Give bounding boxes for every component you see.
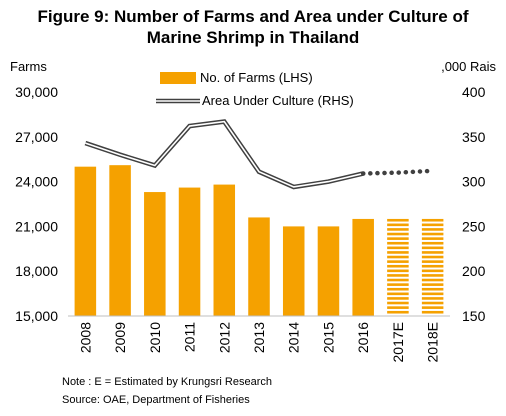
bar-stripe <box>387 218 409 222</box>
right-tick-label: 300 <box>462 174 486 190</box>
left-tick-label: 21,000 <box>15 218 58 234</box>
bar-stripe <box>421 255 444 259</box>
legend-swatch-farms <box>160 72 196 84</box>
right-tick-label: 350 <box>462 129 486 145</box>
bar-stripe <box>387 292 409 296</box>
right-tick-labels: 150 200 250 300 350 400 <box>462 84 486 324</box>
bar-stripe <box>387 246 409 250</box>
bar-stripe <box>387 223 409 227</box>
left-axis-label: Farms <box>10 59 47 74</box>
bar-farms-2009 <box>109 165 131 316</box>
bar-farms-2012 <box>213 184 236 316</box>
x-tick-label: 2013 <box>251 322 267 353</box>
area-line-group <box>84 119 435 190</box>
bar-stripe <box>421 228 444 231</box>
bar-stripe <box>387 241 409 245</box>
x-tick-label: 2008 <box>77 322 93 353</box>
bar-farms-2008 <box>74 166 97 316</box>
bar-stripe <box>421 246 444 250</box>
legend: No. of Farms (LHS) Area Under Culture (R… <box>156 70 354 108</box>
bar-farms-2017E <box>387 218 409 316</box>
left-tick-labels: 15,000 18,000 21,000 24,000 27,000 30,000 <box>15 84 58 324</box>
bar-stripe <box>387 255 409 259</box>
bar-stripe <box>421 278 444 282</box>
x-tick-label: 2014 <box>286 322 302 353</box>
bar-stripe <box>421 218 444 222</box>
source-note: Source: OAE, Department of Fisheries <box>62 394 250 406</box>
right-tick-label: 250 <box>462 218 486 234</box>
bar-stripe <box>421 283 444 286</box>
x-tick-label: 2011 <box>182 322 198 352</box>
bar-farms-2013 <box>248 217 270 316</box>
x-tick-label: 2009 <box>112 322 128 353</box>
right-tick-label: 400 <box>462 84 486 100</box>
bar-stripe <box>421 269 444 273</box>
x-tick-label: 2016 <box>355 322 371 353</box>
bar-farms-2010 <box>144 192 166 316</box>
area-line-estimated <box>360 168 435 176</box>
bar-stripe <box>421 260 444 263</box>
bar-stripe <box>387 301 409 305</box>
legend-label-farms: No. of Farms (LHS) <box>200 70 313 85</box>
estimate-note: Note : E = Estimated by Krungsri Researc… <box>62 376 273 388</box>
bar-stripe <box>421 310 444 314</box>
bar-stripe <box>387 237 409 240</box>
x-tick-label: 2018E <box>425 322 441 362</box>
x-tick-label: 2015 <box>320 322 336 353</box>
bar-farms-2018E <box>421 218 444 316</box>
bar-stripe <box>387 283 409 286</box>
bar-stripe <box>421 251 444 254</box>
chart-title: Figure 9: Number of Farms and Area under… <box>0 6 506 48</box>
bar-stripe <box>387 260 409 263</box>
left-tick-label: 15,000 <box>15 308 58 324</box>
bar-farms-2015 <box>317 226 340 316</box>
chart-title-line1: Figure 9: Number of Farms and Area under… <box>37 7 469 26</box>
right-tick-label: 200 <box>462 263 486 279</box>
x-tick-label: 2010 <box>147 322 163 353</box>
bar-stripe <box>421 264 444 268</box>
bar-stripe <box>387 310 409 314</box>
bar-stripe <box>421 292 444 296</box>
bar-stripe <box>387 251 409 254</box>
bar-stripe <box>387 297 409 300</box>
bar-stripe <box>387 269 409 273</box>
left-tick-label: 24,000 <box>15 174 58 190</box>
area-line-inner <box>85 120 364 188</box>
chart-title-line2: Marine Shrimp in Thailand <box>146 28 360 47</box>
bar-stripe <box>387 264 409 268</box>
bar-stripe <box>421 241 444 245</box>
bar-farms-2016 <box>352 218 374 316</box>
right-tick-label: 150 <box>462 308 486 324</box>
bar-stripe <box>387 274 409 277</box>
left-tick-label: 27,000 <box>15 129 58 145</box>
bar-stripe <box>421 301 444 305</box>
x-tick-label: 2012 <box>216 322 232 353</box>
bar-stripe <box>421 237 444 240</box>
bar-stripe <box>421 232 444 236</box>
bar-stripe <box>387 228 409 231</box>
bar-stripe <box>421 223 444 227</box>
bars-group <box>74 165 444 316</box>
bar-stripe <box>421 274 444 277</box>
bar-stripe <box>387 306 409 309</box>
left-tick-label: 30,000 <box>15 84 58 100</box>
x-tick-labels: 2008 2009 2010 2011 2012 2013 2014 2015 2016 2017… <box>77 322 440 363</box>
bar-stripe <box>387 278 409 282</box>
bar-farms-2014 <box>282 226 305 316</box>
x-tick-label: 2017E <box>390 322 406 362</box>
bar-stripe <box>387 287 409 291</box>
right-axis-label: ,000 Rais <box>441 59 496 74</box>
legend-label-area: Area Under Culture (RHS) <box>202 93 354 108</box>
bar-stripe <box>387 232 409 236</box>
bar-farms-2011 <box>178 187 201 316</box>
bar-stripe <box>421 287 444 291</box>
left-tick-label: 18,000 <box>15 263 58 279</box>
bar-stripe <box>421 306 444 309</box>
bar-stripe <box>421 297 444 300</box>
